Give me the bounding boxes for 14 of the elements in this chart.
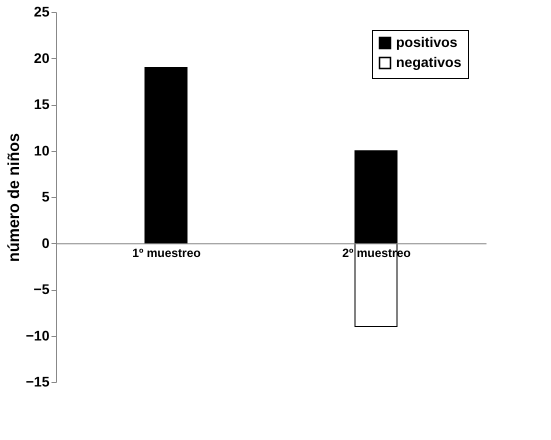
y-tick-label: 10 (34, 142, 50, 158)
x-tick-label: 1º muestreo (132, 246, 201, 260)
legend-label: negativos (396, 54, 462, 70)
y-tick-label: 25 (34, 4, 50, 20)
legend-label: positivos (396, 34, 458, 50)
bar (144, 67, 188, 244)
y-tick-label: −5 (34, 281, 50, 297)
y-tick-label: 0 (42, 234, 50, 251)
y-tick-label: −10 (26, 327, 50, 344)
y-tick-label: 20 (34, 50, 50, 66)
y-axis-title: número de niños (6, 132, 23, 262)
y-tick-label: 5 (42, 188, 50, 204)
y-tick-label: 15 (34, 96, 50, 112)
y-tick-label: −15 (26, 374, 50, 390)
